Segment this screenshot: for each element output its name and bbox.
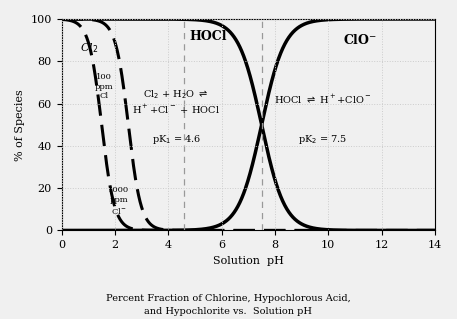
Text: Cl$_2$: Cl$_2$ [80,41,99,55]
Text: ClO$^{-}$: ClO$^{-}$ [343,33,377,48]
Text: 1000
ppm
Cl$^{-}$: 1000 ppm Cl$^{-}$ [108,186,129,216]
Text: H$^+$+Cl$^-$ + HOCl: H$^+$+Cl$^-$ + HOCl [132,103,220,116]
Text: pK$_2$ = 7.5: pK$_2$ = 7.5 [298,133,348,146]
X-axis label: Solution  pH: Solution pH [213,256,284,266]
Text: Cl$_2$ + H$_2$O $\rightleftharpoons$: Cl$_2$ + H$_2$O $\rightleftharpoons$ [143,88,209,101]
Text: HOCl: HOCl [190,30,227,43]
Text: pK$_1$ = 4.6: pK$_1$ = 4.6 [152,133,201,146]
Text: 100
ppm
Cl: 100 ppm Cl [95,73,114,100]
Text: Percent Fraction of Chlorine, Hypochlorous Acid,
and Hypochlorite vs.  Solution : Percent Fraction of Chlorine, Hypochloro… [106,294,351,316]
Text: HOCl $\rightleftharpoons$ H$^+$+ClO$^-$: HOCl $\rightleftharpoons$ H$^+$+ClO$^-$ [274,93,372,106]
Y-axis label: % of Species: % of Species [15,89,25,160]
